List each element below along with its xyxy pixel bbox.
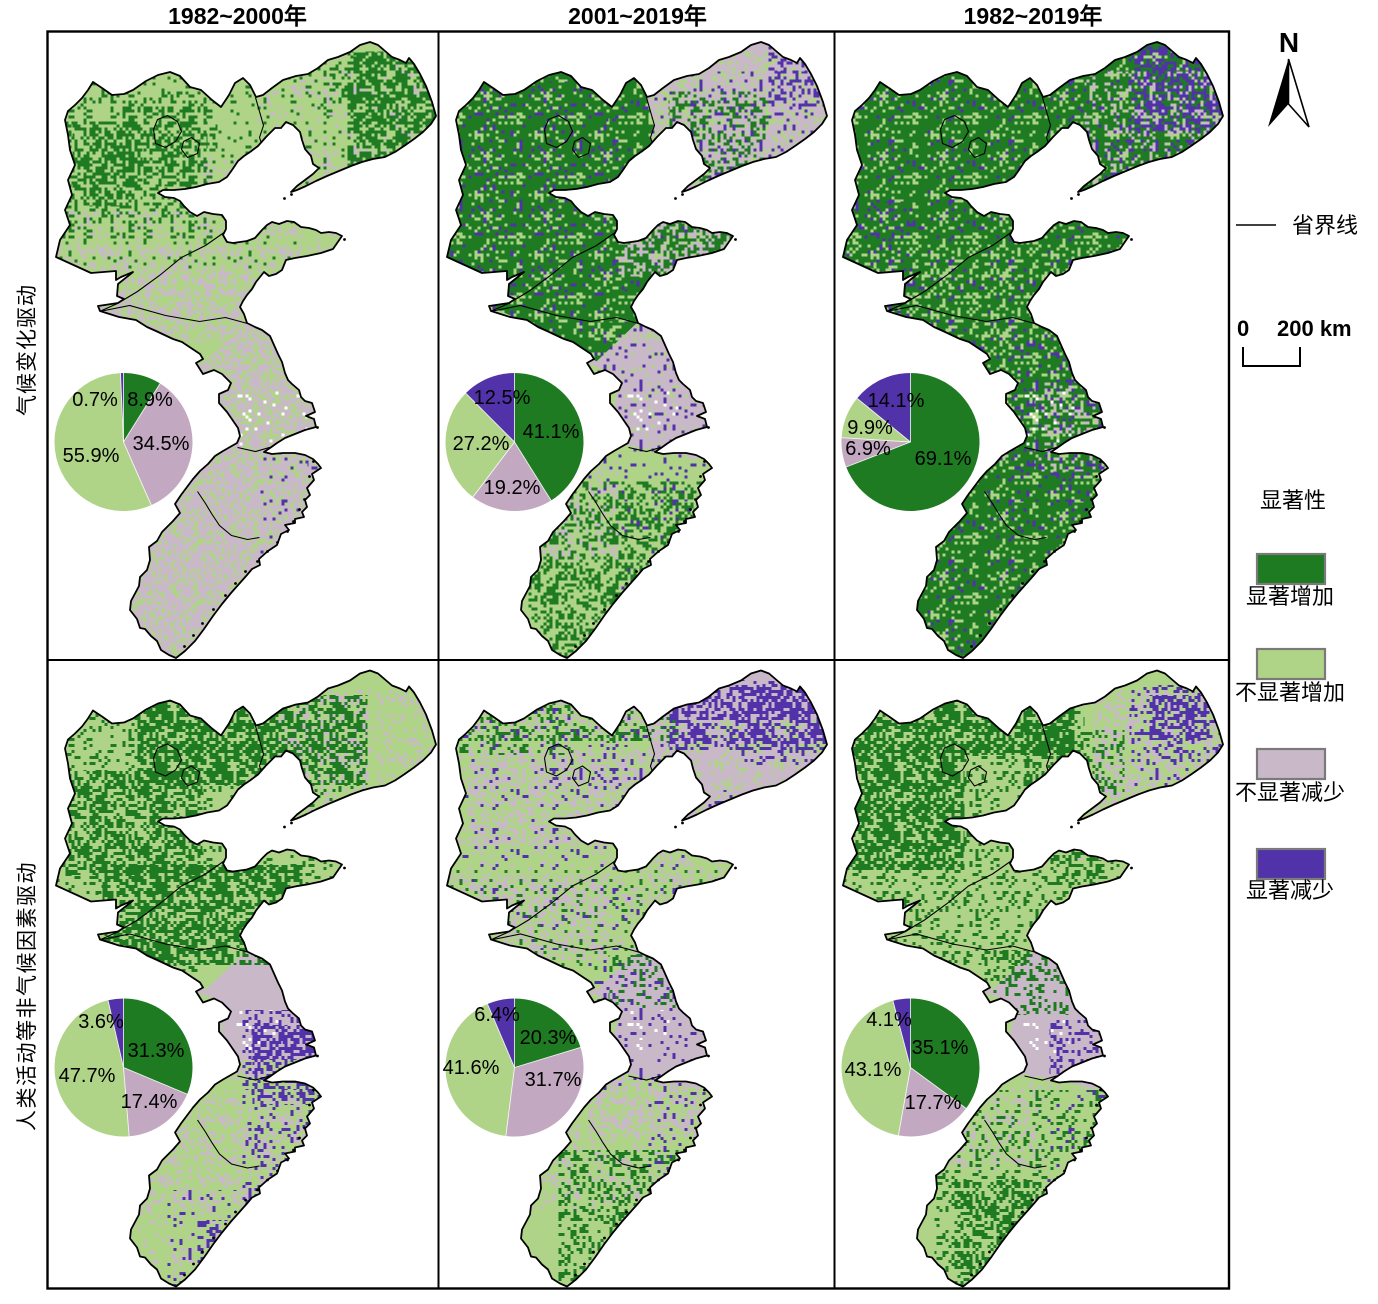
svg-text:41.6%: 41.6% bbox=[443, 1057, 500, 1079]
svg-text:14.1%: 14.1% bbox=[868, 390, 925, 412]
svg-text:31.3%: 31.3% bbox=[128, 1040, 185, 1062]
svg-text:200 km: 200 km bbox=[1277, 316, 1352, 341]
svg-text:34.5%: 34.5% bbox=[133, 433, 190, 455]
svg-text:47.7%: 47.7% bbox=[59, 1065, 116, 1087]
svg-text:31.7%: 31.7% bbox=[525, 1069, 582, 1091]
svg-text:6.9%: 6.9% bbox=[845, 438, 891, 460]
svg-text:69.1%: 69.1% bbox=[915, 448, 972, 470]
svg-text:19.2%: 19.2% bbox=[484, 477, 541, 499]
svg-text:55.9%: 55.9% bbox=[63, 445, 120, 467]
svg-text:人类活动等非气候因素驱动: 人类活动等非气候因素驱动 bbox=[16, 861, 39, 1131]
svg-text:27.2%: 27.2% bbox=[453, 433, 510, 455]
svg-text:2001~2019年: 2001~2019年 bbox=[568, 3, 707, 29]
svg-text:4.1%: 4.1% bbox=[866, 1009, 912, 1031]
svg-text:8.9%: 8.9% bbox=[127, 389, 173, 411]
svg-text:气候变化驱动: 气候变化驱动 bbox=[16, 284, 39, 416]
svg-text:不显著减少: 不显著减少 bbox=[1235, 780, 1345, 805]
svg-text:43.1%: 43.1% bbox=[845, 1059, 902, 1081]
svg-text:显著性: 显著性 bbox=[1260, 488, 1326, 513]
svg-text:20.3%: 20.3% bbox=[520, 1027, 577, 1049]
svg-text:17.7%: 17.7% bbox=[905, 1092, 962, 1114]
svg-text:1982~2019年: 1982~2019年 bbox=[964, 3, 1103, 29]
svg-text:6.4%: 6.4% bbox=[474, 1004, 520, 1026]
svg-text:9.9%: 9.9% bbox=[847, 417, 893, 439]
svg-text:0: 0 bbox=[1237, 316, 1249, 341]
svg-text:12.5%: 12.5% bbox=[474, 387, 531, 409]
svg-text:41.1%: 41.1% bbox=[523, 421, 580, 443]
svg-text:1982~2000年: 1982~2000年 bbox=[168, 3, 307, 29]
svg-text:17.4%: 17.4% bbox=[121, 1091, 178, 1113]
svg-text:不显著增加: 不显著增加 bbox=[1235, 680, 1345, 705]
svg-text:N: N bbox=[1279, 27, 1299, 58]
svg-text:3.6%: 3.6% bbox=[78, 1011, 124, 1033]
svg-text:显著增加: 显著增加 bbox=[1246, 584, 1334, 609]
svg-text:显著减少: 显著减少 bbox=[1246, 878, 1334, 903]
svg-text:省界线: 省界线 bbox=[1292, 213, 1358, 238]
svg-text:35.1%: 35.1% bbox=[912, 1037, 969, 1059]
svg-text:0.7%: 0.7% bbox=[72, 389, 118, 411]
